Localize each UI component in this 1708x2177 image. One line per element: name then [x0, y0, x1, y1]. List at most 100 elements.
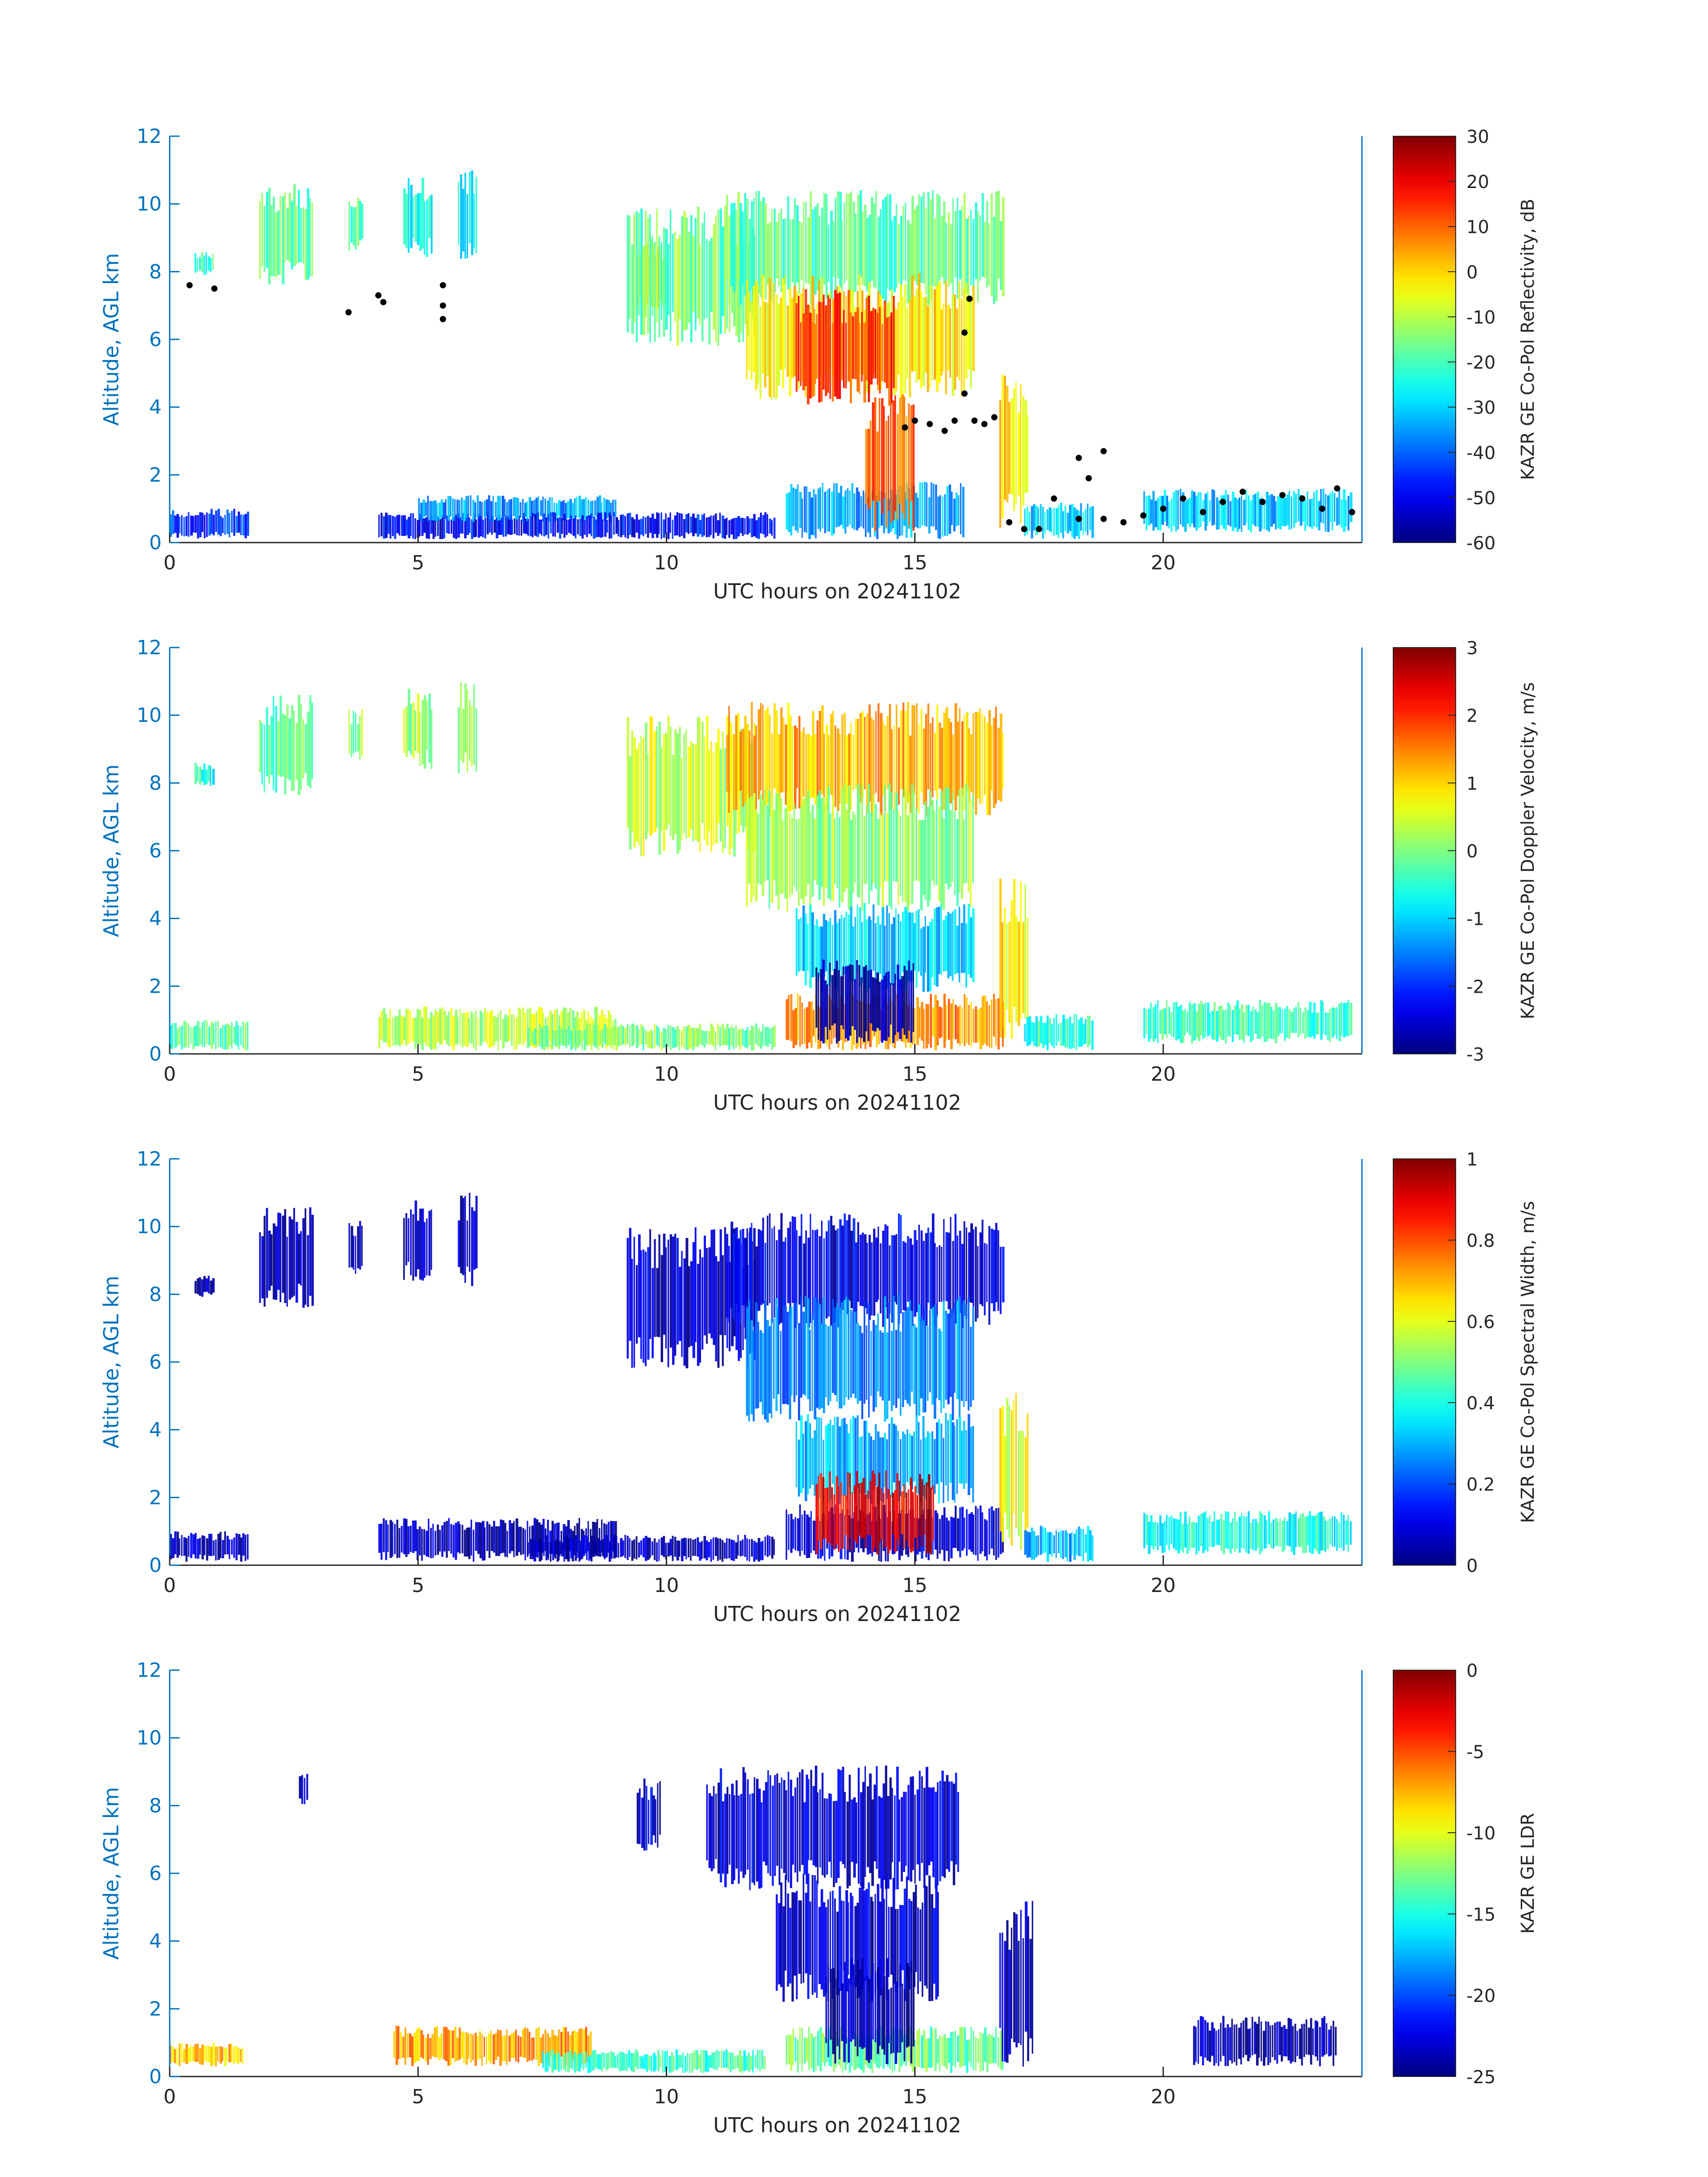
- echo-column: [1261, 2021, 1262, 2061]
- echo-column: [1270, 1007, 1273, 1039]
- echo-column: [553, 2035, 556, 2061]
- echo-column: [455, 1523, 457, 1560]
- echo-column: [965, 1227, 967, 1319]
- echo-column: [924, 1885, 927, 1986]
- echo-column: [931, 1431, 934, 1490]
- echo-column: [901, 976, 904, 1028]
- echo-column: [999, 400, 1002, 528]
- echo-column: [696, 2050, 698, 2070]
- echo-column: [767, 224, 769, 285]
- echo-column: [690, 741, 693, 829]
- echo-column: [1148, 1008, 1150, 1042]
- echo-column: [1089, 1016, 1091, 1045]
- echo-column: [295, 723, 298, 780]
- echo-column: [467, 689, 468, 773]
- echo-column: [956, 925, 959, 974]
- echo-column: [437, 517, 439, 536]
- echo-column: [906, 1963, 909, 2047]
- echo-column: [868, 296, 870, 402]
- echo-column: [831, 323, 834, 402]
- echo-column: [541, 1028, 543, 1049]
- echo-region: [999, 1901, 1033, 2067]
- echo-column: [1297, 1518, 1300, 1547]
- echo-column: [515, 2030, 517, 2062]
- echo-column: [932, 1787, 935, 1877]
- echo-column: [855, 719, 858, 789]
- echo-column: [809, 1423, 811, 1489]
- echo-column: [1310, 2018, 1312, 2065]
- echo-column: [922, 1320, 925, 1413]
- echo-column: [970, 1427, 972, 1488]
- echo-column: [923, 481, 926, 526]
- echo-column: [954, 1425, 956, 1503]
- echo-column: [908, 403, 910, 526]
- colorbar-tick-label: 0: [1466, 841, 1478, 862]
- echo-column: [534, 514, 537, 536]
- echo-column: [196, 1278, 199, 1295]
- echo-column: [1347, 1000, 1349, 1036]
- echo-column: [638, 213, 640, 316]
- echo-column: [879, 1958, 881, 2046]
- echo-column: [513, 1014, 515, 1050]
- echo-column: [212, 254, 214, 270]
- echo-column: [753, 1228, 756, 1327]
- echo-column: [810, 191, 812, 305]
- echo-column: [993, 1510, 995, 1556]
- echo-column: [814, 1430, 816, 1496]
- echo-column: [986, 1001, 988, 1046]
- echo-column: [968, 297, 970, 370]
- echo-column: [849, 490, 851, 525]
- echo-column: [448, 515, 450, 534]
- echo-column: [1223, 1010, 1225, 1040]
- echo-column: [927, 926, 930, 992]
- echo-region: [1024, 503, 1094, 539]
- echo-column: [587, 1011, 589, 1046]
- echo-column: [988, 1005, 990, 1048]
- echo-column: [820, 969, 823, 1041]
- echo-column: [841, 1302, 843, 1408]
- echo-column: [787, 1893, 789, 1987]
- echo-column: [611, 1535, 613, 1559]
- echo-column: [846, 2037, 848, 2064]
- echo-column: [869, 1480, 872, 1536]
- echo-column: [825, 1425, 828, 1490]
- echo-column: [719, 1768, 722, 1883]
- echo-column: [414, 1200, 418, 1277]
- echo-column: [927, 306, 929, 392]
- echo-column: [584, 1029, 586, 1050]
- echo-column: [868, 784, 870, 904]
- echo-column: [201, 252, 203, 272]
- echo-column: [735, 1239, 737, 1304]
- echo-column: [927, 1228, 929, 1303]
- echo-column: [170, 514, 172, 537]
- echo-column: [878, 982, 881, 1031]
- echo-column: [403, 1518, 406, 1554]
- echo-column: [728, 1245, 730, 1322]
- echo-column: [906, 911, 909, 982]
- echo-column: [270, 1234, 273, 1286]
- echo-column: [259, 1232, 261, 1303]
- echo-column: [934, 908, 936, 986]
- echo-column: [819, 1236, 821, 1308]
- echo-column: [631, 517, 634, 537]
- echo-column: [672, 519, 674, 539]
- echo-column: [889, 2034, 891, 2069]
- echo-column: [887, 1489, 890, 1554]
- echo-column: [944, 494, 946, 536]
- echo-column: [551, 1521, 554, 1554]
- echo-column: [951, 492, 953, 525]
- echo-column: [1259, 1000, 1261, 1039]
- echo-column: [900, 1439, 902, 1496]
- echo-column: [577, 519, 579, 535]
- colorbar-tick-label: -25: [1466, 2067, 1495, 2088]
- echo-column: [417, 520, 419, 538]
- echo-column: [842, 497, 845, 529]
- echo-column: [739, 1230, 742, 1324]
- echo-column: [726, 735, 728, 792]
- echo-column: [1044, 1023, 1047, 1045]
- echo-column: [807, 790, 810, 884]
- echo-column: [789, 1306, 791, 1420]
- echo-column: [806, 1007, 809, 1049]
- cloud-base-point: [1006, 519, 1013, 526]
- echo-column: [776, 1240, 778, 1304]
